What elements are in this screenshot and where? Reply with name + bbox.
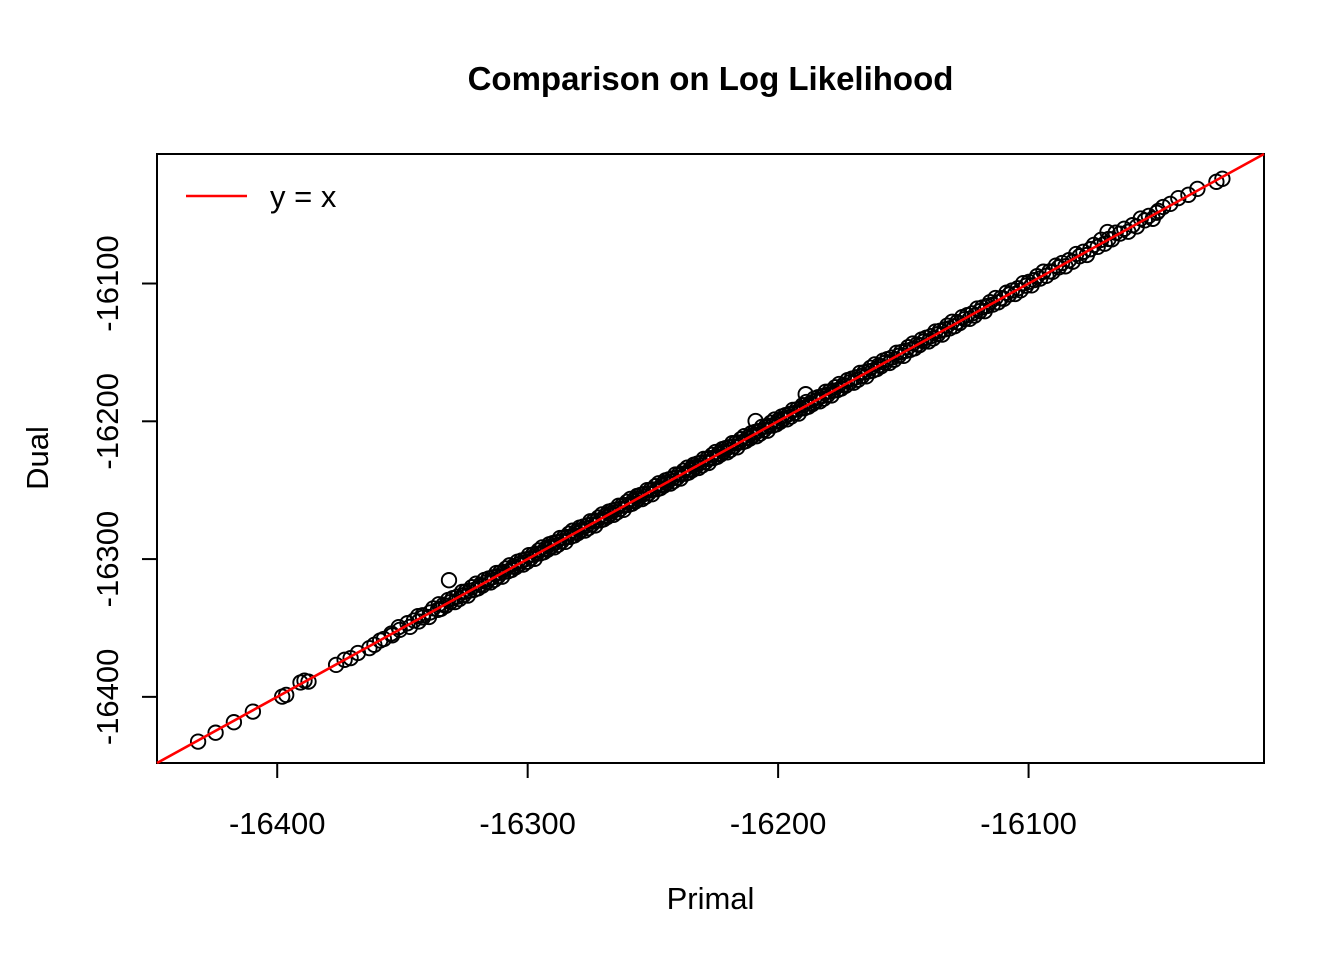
data-point [883,349,900,366]
data-point [207,724,224,741]
data-point [1136,212,1153,229]
chart-title: Comparison on Log Likelihood [467,60,954,97]
x-axis-ticks: -16400 -16300 -16200 -16100 [229,763,1077,841]
x-tick-label: -16400 [229,806,326,841]
data-point [797,386,814,403]
y-tick-label: -16200 [90,373,125,470]
data-point [1150,202,1167,220]
data-point [1140,207,1157,225]
data-point [1082,241,1099,258]
plot-box [156,153,1265,764]
data-point [1116,220,1133,237]
legend: y = x [186,179,337,214]
data-point [300,673,317,690]
y-tick-label: -16300 [90,511,125,608]
data-point [1214,170,1231,187]
x-axis-title: Primal [666,881,755,916]
x-tick-label: -16100 [980,806,1077,841]
data-point [421,604,439,621]
legend-label: y = x [270,179,337,214]
data-point [440,572,458,589]
y-axis-ticks: -16400 -16300 -16200 -16100 [90,235,157,745]
y-tick-label: -16100 [90,235,125,332]
data-point [244,703,262,720]
data-point [225,714,243,731]
data-point [1180,186,1197,203]
identity-line [156,152,1265,765]
y-tick-label: -16400 [90,649,125,746]
x-tick-label: -16300 [479,806,576,841]
y-axis-title: Dual [20,426,55,490]
data-point [1017,277,1035,294]
data-point [1111,225,1129,242]
x-tick-label: -16200 [730,806,827,841]
data-point [327,656,345,674]
data-point [1189,180,1206,198]
data-point [189,733,207,750]
data-point [922,327,940,345]
data-point [747,412,764,430]
